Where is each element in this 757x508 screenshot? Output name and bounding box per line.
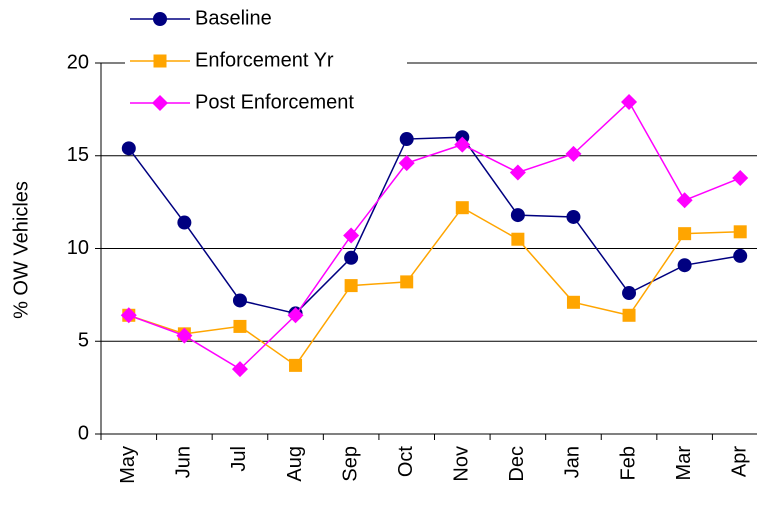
point: [455, 201, 469, 215]
y-tick-label: 10: [67, 237, 89, 259]
point: [622, 286, 637, 301]
x-tick-label: Dec: [506, 446, 528, 482]
point: [344, 279, 358, 293]
point: [566, 295, 580, 309]
point: [732, 170, 749, 187]
point: [232, 293, 247, 308]
point: [733, 225, 747, 239]
y-tick-label: 5: [78, 330, 89, 352]
point: [622, 308, 636, 322]
point: [399, 132, 414, 147]
legend: Baseline Enforcement Yr Post Enforcement: [125, 0, 407, 122]
point: [344, 250, 359, 265]
point: [678, 227, 692, 241]
legend-marker: [152, 95, 168, 111]
point: [233, 319, 247, 333]
x-tick-label: May: [117, 446, 139, 484]
y-tick-label: 0: [78, 422, 89, 444]
x-tick-label: Apr: [728, 446, 750, 477]
legend-marker: [153, 12, 167, 26]
point: [287, 307, 304, 324]
x-tick-label: Jan: [562, 446, 584, 478]
point: [231, 361, 248, 378]
point: [343, 227, 360, 244]
y-tick-label: 15: [67, 144, 89, 166]
point: [120, 307, 137, 324]
x-tick-label: Aug: [284, 446, 306, 482]
x-tick-label: Jul: [228, 446, 250, 472]
point: [398, 155, 415, 172]
legend-marker: [153, 54, 167, 68]
legend-label: Post Enforcement: [195, 91, 354, 113]
y-axis-label: % OW Vehicles: [10, 181, 32, 319]
x-tick-label: Sep: [339, 446, 361, 482]
legend-label: Baseline: [195, 7, 272, 29]
point: [511, 232, 525, 246]
point: [400, 275, 414, 289]
x-tick-label: Feb: [617, 446, 639, 480]
point: [121, 141, 136, 156]
point: [677, 258, 692, 273]
point: [510, 208, 525, 223]
point: [566, 209, 581, 224]
point: [289, 358, 303, 372]
y-tick-label: 20: [67, 51, 89, 73]
x-tick-label: Nov: [451, 446, 473, 482]
point: [176, 327, 193, 344]
series-line: [128, 206, 741, 367]
series-line: [128, 100, 741, 371]
x-tick-label: Oct: [395, 446, 417, 478]
point: [565, 145, 582, 162]
point: [676, 192, 693, 209]
point: [454, 136, 471, 153]
x-tick-label: Mar: [673, 446, 695, 481]
legend-label: Enforcement Yr: [195, 49, 334, 71]
point: [509, 164, 526, 181]
point: [733, 248, 748, 263]
point: [621, 93, 638, 110]
point: [177, 215, 192, 230]
x-tick-label: Jun: [173, 446, 195, 478]
series-line: [128, 136, 741, 315]
